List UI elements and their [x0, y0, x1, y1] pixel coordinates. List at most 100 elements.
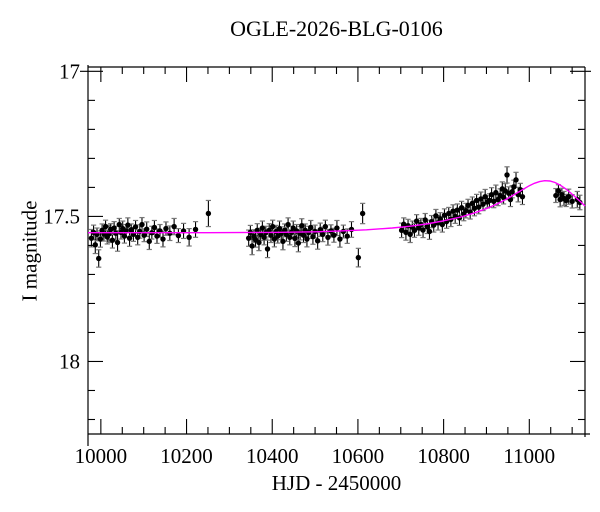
y-tick-labels: 17 17.5 18 — [43, 59, 80, 373]
data-point — [519, 193, 526, 200]
data-point — [439, 221, 446, 228]
data-point — [509, 189, 515, 195]
error-bars — [88, 166, 583, 268]
data-point — [465, 202, 471, 209]
data-point — [563, 197, 569, 204]
data-point — [331, 232, 337, 238]
data-point — [566, 193, 572, 200]
data-point — [407, 231, 413, 238]
data-point — [337, 236, 343, 242]
data-point — [276, 225, 283, 232]
data-point — [175, 232, 182, 239]
data-point — [186, 234, 192, 240]
model-curve — [88, 179, 586, 234]
data-point — [322, 223, 329, 230]
data-point — [493, 189, 499, 196]
x-tick-label: 10200 — [160, 444, 213, 468]
data-point — [420, 227, 426, 233]
x-axis-label: HJD - 2450000 — [271, 471, 402, 495]
data-point — [334, 225, 340, 231]
data-point — [437, 216, 443, 222]
data-point — [398, 227, 405, 234]
data-point — [344, 233, 350, 239]
data-point — [513, 177, 519, 183]
data-point — [264, 246, 271, 252]
data-point — [111, 225, 117, 231]
data-point — [426, 228, 433, 235]
data-point — [569, 198, 575, 205]
y-axis-label: I magnitude — [17, 200, 42, 302]
data-point — [495, 196, 501, 203]
data-point — [269, 223, 276, 230]
data-point — [403, 229, 409, 236]
data-point — [480, 201, 486, 207]
data-point — [504, 172, 510, 178]
data-point — [171, 223, 177, 230]
data-point — [285, 221, 291, 228]
data-point — [102, 223, 109, 230]
data-point — [299, 222, 305, 229]
data-point — [121, 233, 128, 239]
data-point — [469, 200, 476, 207]
data-point — [151, 224, 158, 231]
data-point — [163, 225, 169, 232]
data-point — [295, 240, 302, 246]
data-point — [97, 236, 104, 242]
data-point — [310, 234, 316, 240]
x-tick-label: 10400 — [246, 444, 299, 468]
data-point — [92, 242, 98, 248]
data-point — [139, 221, 145, 228]
data-point — [433, 213, 439, 219]
data-point — [471, 205, 478, 211]
data-point — [146, 238, 152, 245]
data-point — [348, 226, 355, 233]
data-point — [266, 227, 272, 234]
data-points — [88, 172, 583, 262]
data-point — [261, 234, 267, 240]
data-point — [424, 224, 431, 230]
data-point — [413, 218, 420, 224]
data-point — [132, 224, 139, 230]
data-point — [359, 210, 366, 217]
x-tick-labels: 10000 10200 10400 10600 10800 11000 — [75, 444, 556, 468]
data-point — [555, 188, 562, 194]
data-point — [160, 236, 166, 242]
data-point — [116, 221, 122, 228]
data-point — [476, 204, 482, 210]
data-point — [500, 194, 507, 201]
data-point — [254, 227, 260, 234]
data-point — [401, 221, 407, 227]
plot-title: OGLE-2026-BLG-0106 — [230, 16, 443, 41]
data-point — [308, 224, 314, 231]
x-tick-label: 10000 — [75, 444, 128, 468]
axis-ticks — [80, 67, 591, 434]
data-point — [314, 238, 321, 244]
data-point — [205, 210, 212, 217]
x-tick-label: 11000 — [503, 444, 555, 468]
data-point — [473, 197, 480, 204]
data-point — [486, 197, 493, 204]
data-point — [280, 238, 286, 245]
data-point — [463, 207, 469, 214]
data-point — [125, 222, 131, 228]
data-point — [114, 239, 121, 246]
data-point — [245, 235, 252, 241]
data-point — [292, 235, 298, 242]
data-point — [482, 193, 488, 200]
data-point — [141, 232, 147, 238]
y-tick-label: 17 — [59, 59, 80, 83]
data-point — [325, 234, 331, 240]
data-point — [446, 210, 452, 217]
data-point — [88, 235, 95, 241]
data-point — [259, 225, 266, 231]
y-tick-label: 18 — [59, 349, 80, 373]
data-point — [511, 184, 517, 190]
data-point — [454, 207, 461, 213]
x-tick-label: 10800 — [417, 444, 470, 468]
data-point — [126, 235, 133, 241]
data-point — [287, 234, 293, 240]
data-point — [109, 237, 116, 243]
data-point — [128, 227, 134, 233]
